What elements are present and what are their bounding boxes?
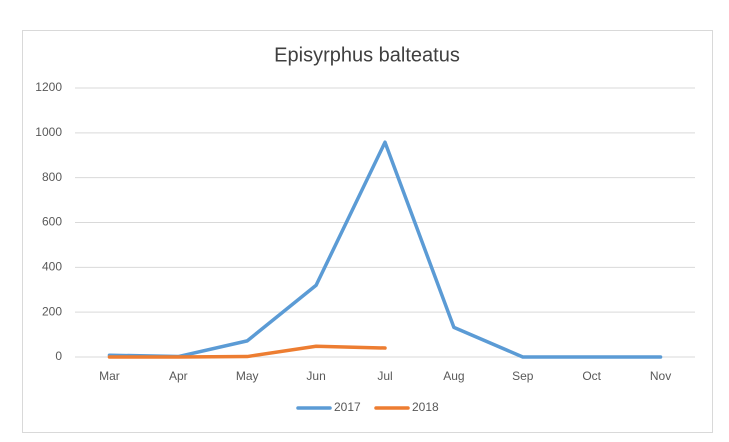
x-tick-label: Aug xyxy=(443,369,464,383)
series-line xyxy=(107,344,387,359)
legend-label: 2018 xyxy=(412,400,439,414)
x-tick-label: Sep xyxy=(512,369,534,383)
x-tick-label: Jun xyxy=(306,369,325,383)
y-tick-label: 1200 xyxy=(35,80,62,94)
y-tick-label: 600 xyxy=(42,215,62,229)
y-tick-label: 400 xyxy=(42,260,62,274)
y-tick-label: 200 xyxy=(42,304,62,318)
x-tick-label: Jul xyxy=(377,369,392,383)
legend-label: 2017 xyxy=(334,400,361,414)
x-tick-label: Apr xyxy=(169,369,188,383)
y-tick-label: 0 xyxy=(55,349,62,363)
chart-border xyxy=(22,30,713,433)
y-tick-label: 1000 xyxy=(35,125,62,139)
x-tick-label: Oct xyxy=(582,369,601,383)
y-tick-label: 800 xyxy=(42,170,62,184)
x-tick-label: Nov xyxy=(650,369,671,383)
x-tick-label: May xyxy=(236,369,259,383)
series-line xyxy=(107,140,663,359)
x-tick-label: Mar xyxy=(99,369,120,383)
chart-title: Episyrphus balteatus xyxy=(274,44,460,66)
